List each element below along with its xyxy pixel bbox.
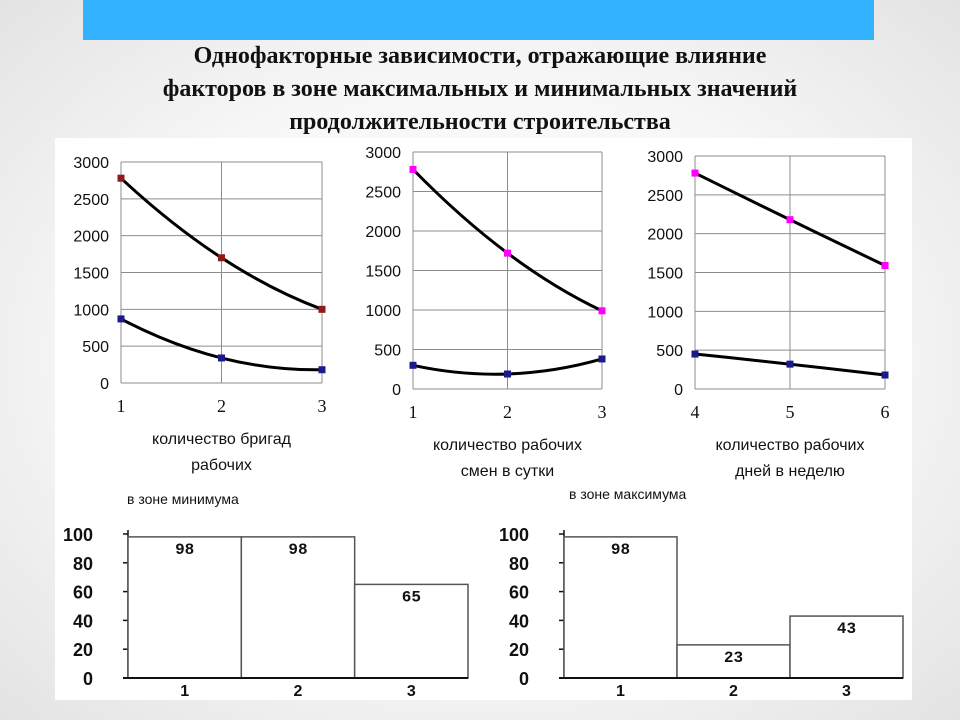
bar-chart-2-y-tick-label: 80 <box>509 554 529 574</box>
chart-1-series-2-point-3 <box>318 366 326 374</box>
chart-2-x-tick-label: 3 <box>598 402 607 422</box>
chart-1-x-tick-label: 1 <box>117 396 126 416</box>
chart-1-series-1-point-3 <box>318 305 326 313</box>
bar-chart-2-x-tick-label: 2 <box>729 683 738 700</box>
chart-1-y-tick-label: 1500 <box>73 266 109 283</box>
chart-2-y-tick-label: 3000 <box>365 145 401 162</box>
title-line-1: Однофакторные зависимости, отражающие вл… <box>193 43 767 69</box>
bar-chart-1-title: в зоне минимума <box>127 491 239 507</box>
bar-chart-1-y-tick-label: 100 <box>63 525 93 545</box>
bar-chart-1-x-tick-label: 1 <box>180 683 189 700</box>
chart-1-xlabel-line-2: рабочих <box>191 457 252 474</box>
bar-chart-1-y-tick-label: 60 <box>73 583 93 603</box>
bar-chart-1-x-tick-label: 2 <box>294 683 303 700</box>
chart-3-y-tick-label: 1000 <box>647 304 683 321</box>
chart-1-y-tick-label: 2500 <box>73 192 109 209</box>
chart-2-series-2-point-2 <box>504 370 511 378</box>
chart-3-xlabel-line-2: дней в неделю <box>735 463 845 480</box>
title-line-3: продолжительности строительства <box>289 109 671 135</box>
chart-3-x-tick-label: 5 <box>786 402 795 422</box>
bar-chart-2-bar-1-value-label: 98 <box>611 541 630 559</box>
chart-2-series-2-point-1 <box>409 361 417 369</box>
bar-chart-2-bar-3-value-label: 43 <box>837 620 856 638</box>
chart-3-series-2-point-1 <box>691 350 699 358</box>
chart-2-y-tick-label: 1000 <box>365 303 401 320</box>
chart-2-series-2-point-3 <box>598 355 606 363</box>
bar-chart-2-x-tick-label: 3 <box>842 683 851 700</box>
bar-chart-2-y-tick-label: 0 <box>519 669 529 689</box>
chart-3-x-tick-label: 4 <box>691 402 700 422</box>
chart-3-xlabel-line-1: количество рабочих <box>715 437 864 454</box>
bar-chart-2-y-tick-label: 60 <box>509 583 529 603</box>
chart-2-series-1-point-1 <box>409 165 417 173</box>
bar-chart-1-y-tick-label: 0 <box>83 669 93 689</box>
chart-3-series-1-point-3 <box>881 262 889 270</box>
chart-1-series-2-point-2 <box>218 354 225 362</box>
bar-chart-1-bar-1 <box>127 536 243 679</box>
bar-chart-1-bar-3-value-label: 65 <box>402 588 421 606</box>
chart-1-x-tick-label: 2 <box>217 396 226 416</box>
chart-2-xlabel-line-2: смен в сутки <box>461 463 554 480</box>
chart-2-y-tick-label: 1500 <box>365 264 401 281</box>
bar-chart-1-bar-1-value-label: 98 <box>175 541 194 559</box>
chart-2-y-tick-label: 2500 <box>365 185 401 202</box>
bar-chart-1-bar-2 <box>240 536 356 679</box>
bar-chart-1-bar-2-value-label: 98 <box>288 541 307 559</box>
chart-1-xlabel-line-1: количество бригад <box>152 431 292 448</box>
chart-1-series-2-point-1 <box>117 315 125 323</box>
chart-1-y-tick-label: 3000 <box>73 155 109 172</box>
bar-chart-1-bar-3 <box>353 583 469 679</box>
bar-chart-2-bar-2-value-label: 23 <box>724 649 743 667</box>
bar-chart-1-y-tick-label: 40 <box>73 611 93 631</box>
chart-3-series-2-point-2 <box>786 360 794 368</box>
chart-1-y-tick-label: 0 <box>100 376 109 393</box>
chart-2-series-1-point-3 <box>598 307 606 315</box>
chart-2-y-tick-label: 0 <box>392 382 401 399</box>
chart-panel: 0 500 1000 1500 2000 2500 3000 1 2 3 количество бр… <box>55 138 912 700</box>
title-line-2: факторов в зоне максимальных и минимальн… <box>162 76 798 102</box>
bar-chart-2-title: в зоне максимума <box>569 486 687 502</box>
chart-1-y-tick-label: 1000 <box>73 302 109 319</box>
chart-1-series-1-point-2 <box>218 254 225 262</box>
chart-2-x-tick-label: 1 <box>409 402 418 422</box>
chart-3-y-tick-label: 0 <box>674 382 683 399</box>
chart-1-y-tick-label: 500 <box>82 339 109 356</box>
chart-3-series-1-point-2 <box>786 216 794 224</box>
chart-3-series-1-point-1 <box>691 169 699 177</box>
header-accent-bar <box>83 0 874 40</box>
bar-chart-2-x-tick-label: 1 <box>616 683 625 700</box>
slide-title: Однофакторные зависимости, отражающие вл… <box>0 40 960 139</box>
bar-chart-1-y-tick-label: 80 <box>73 554 93 574</box>
chart-3-y-tick-label: 500 <box>656 343 683 360</box>
chart-2-y-tick-label: 2000 <box>365 224 401 241</box>
chart-3-y-tick-label: 3000 <box>647 149 683 166</box>
chart-3-y-tick-label: 1500 <box>647 266 683 283</box>
chart-3-y-tick-label: 2500 <box>647 188 683 205</box>
bar-chart-2-y-tick-label: 100 <box>499 525 529 545</box>
bar-chart-1-y-tick-label: 20 <box>73 640 93 660</box>
chart-1-x-tick-label: 3 <box>318 396 327 416</box>
bar-chart-2-y-tick-label: 40 <box>509 611 529 631</box>
bar-chart-2-y-tick-label: 20 <box>509 640 529 660</box>
chart-3-x-tick-label: 6 <box>881 402 890 422</box>
chart-1-y-tick-label: 2000 <box>73 229 109 246</box>
chart-2-xlabel-line-1: количество рабочих <box>433 437 582 454</box>
chart-2-y-tick-label: 500 <box>374 343 401 360</box>
chart-2-x-tick-label: 2 <box>503 402 512 422</box>
bar-chart-1-x-tick-label: 3 <box>407 683 416 700</box>
chart-1-series-1-point-1 <box>117 174 125 182</box>
chart-2-series-1-point-2 <box>504 249 511 257</box>
chart-3-series-2-point-3 <box>881 371 889 379</box>
chart-3-y-tick-label: 2000 <box>647 227 683 244</box>
